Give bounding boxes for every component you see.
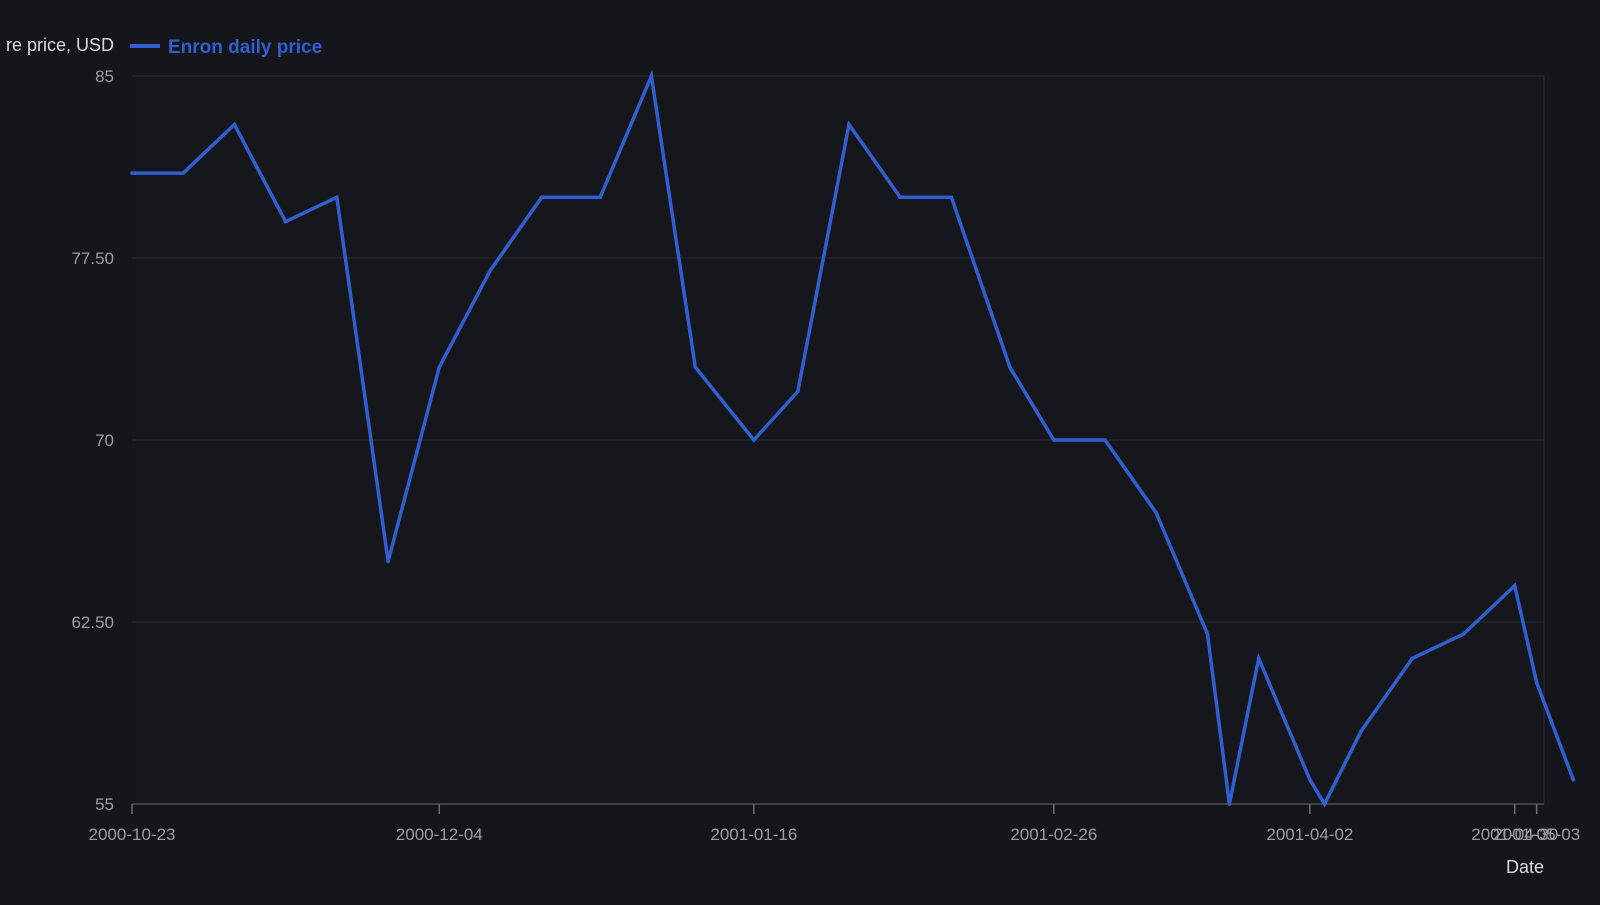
y-axis-label: re price, USD	[6, 35, 114, 55]
legend-label-enron: Enron daily price	[168, 37, 322, 58]
data-point	[847, 122, 851, 127]
data-point	[539, 195, 544, 200]
data-point	[949, 195, 954, 200]
data-point	[1410, 656, 1415, 661]
data-point	[1154, 511, 1159, 515]
data-point	[437, 365, 442, 370]
data-point	[1256, 656, 1261, 661]
x-tick-label: 2001-04-02	[1266, 825, 1353, 844]
y-tick-label: 70	[95, 431, 114, 450]
data-point	[752, 438, 756, 442]
data-point	[1227, 802, 1232, 806]
x-axis-label: Date	[1506, 857, 1544, 877]
data-point	[386, 559, 390, 564]
data-point	[1008, 365, 1012, 370]
x-tick-label: 2001-02-26	[1010, 825, 1097, 844]
data-point	[1322, 802, 1327, 806]
data-point	[335, 195, 339, 200]
series-layer	[130, 69, 1576, 808]
data-point	[283, 219, 288, 224]
data-point	[1359, 729, 1363, 733]
y-tick-label: 85	[95, 67, 114, 86]
axes: 55 62.50 70 77.50 85 2000-10-23 2000-12-04 2001…	[71, 67, 1580, 844]
x-tick-label: 2001-01-16	[710, 825, 797, 844]
data-point	[130, 171, 134, 175]
data-point	[693, 365, 698, 370]
x-tick-label: 2001-05-03	[1493, 825, 1580, 844]
data-point	[181, 171, 186, 175]
y-tick-label: 55	[95, 795, 114, 814]
x-tick-label: 2001-04-30	[1471, 825, 1558, 844]
data-point	[1052, 438, 1056, 442]
data-point	[1534, 680, 1539, 685]
data-point	[1512, 583, 1517, 588]
data-point	[1461, 632, 1466, 636]
data-point	[795, 389, 800, 394]
data-point	[649, 74, 654, 78]
data-point	[1205, 632, 1210, 636]
series-line-enron	[132, 69, 1575, 808]
legend: Enron daily price	[130, 37, 322, 58]
x-tick-label: 2000-10-23	[89, 825, 176, 844]
data-point	[1571, 777, 1576, 782]
data-point	[598, 195, 603, 200]
data-point	[1103, 438, 1107, 442]
data-point	[898, 195, 902, 200]
data-point	[1308, 777, 1312, 782]
y-tick-label: 62.50	[71, 613, 114, 632]
data-point	[488, 268, 493, 272]
y-tick-label: 77.50	[71, 249, 114, 268]
data-point	[232, 122, 237, 127]
x-tick-label: 2000-12-04	[396, 825, 483, 844]
